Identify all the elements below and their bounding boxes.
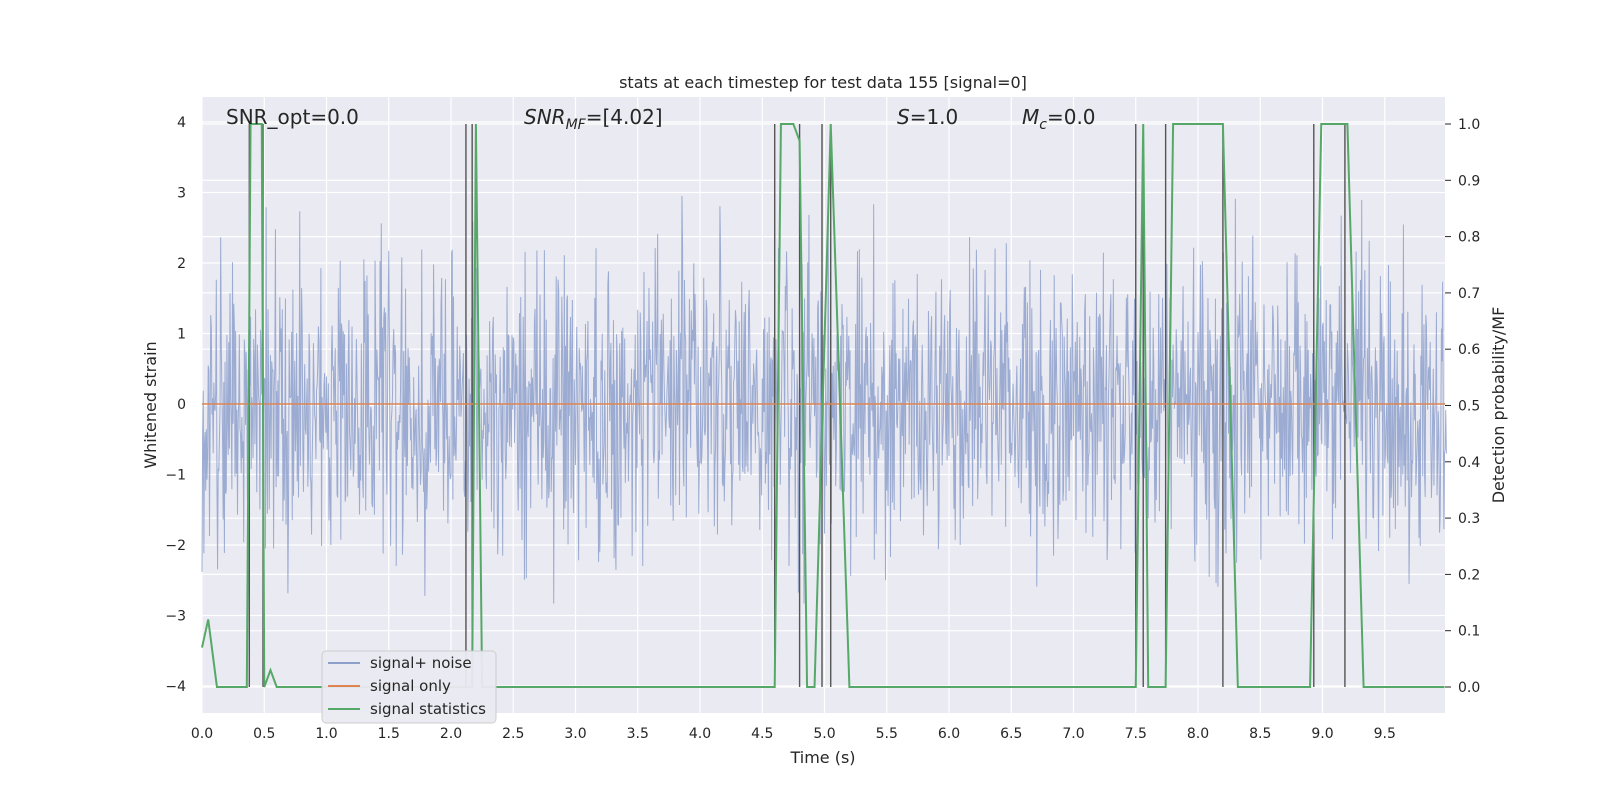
- x-tick-label: 2.5: [502, 726, 524, 742]
- x-tick-label: 7.0: [1062, 726, 1084, 742]
- y-right-tick-label: 0.8: [1458, 230, 1480, 246]
- legend-label-statistics: signal statistics: [370, 700, 486, 718]
- noise-layer: [201, 195, 1447, 604]
- y-left-tick-label: −3: [165, 609, 186, 625]
- y-right-tick-label: 0.5: [1458, 399, 1480, 415]
- x-tick-label: 8.0: [1187, 726, 1209, 742]
- y-right-tick-label: 0.4: [1458, 455, 1480, 471]
- annotation-snr-mf: SNRMF=[4.02]: [524, 105, 663, 133]
- legend: signal+ noise signal only signal statist…: [321, 650, 497, 724]
- x-tick-label: 6.0: [938, 726, 960, 742]
- x-tick-label: 1.0: [315, 726, 337, 742]
- y-left-tick-label: 3: [177, 186, 186, 202]
- y-left-tick-label: −4: [165, 679, 186, 695]
- x-tick-label: 0.5: [253, 726, 275, 742]
- y-left-tick-label: 1: [177, 327, 186, 343]
- y-left-tick-label: −1: [165, 468, 186, 484]
- x-tick-label: 7.5: [1125, 726, 1147, 742]
- annotation-mc: Mc=0.0: [1022, 105, 1096, 133]
- x-tick-label: 0.0: [191, 726, 213, 742]
- y-right-tick-label: 0.3: [1458, 511, 1480, 527]
- x-tick-label: 3.5: [627, 726, 649, 742]
- lines-layer: [201, 123, 1445, 688]
- x-tick-label: 4.5: [751, 726, 773, 742]
- chart-title: stats at each timestep for test data 155…: [619, 73, 1027, 92]
- y-right-tick-label: 0.1: [1458, 624, 1480, 640]
- annotation-snr-opt: SNR_opt=0.0: [226, 105, 359, 129]
- y-left-tick-label: 4: [177, 115, 186, 131]
- x-tick-label: 1.5: [378, 726, 400, 742]
- y-right-tick-label: 0.2: [1458, 567, 1480, 583]
- x-tick-label: 6.5: [1000, 726, 1022, 742]
- x-tick-label: 8.5: [1249, 726, 1271, 742]
- y-right-tick-label: 0.9: [1458, 173, 1480, 189]
- y-left-tick-label: −2: [165, 538, 186, 554]
- y-axis-label-right: Detection probability/MF: [1489, 307, 1508, 504]
- x-tick-label: 3.0: [564, 726, 586, 742]
- x-tick-label: 5.0: [813, 726, 835, 742]
- y-axis-label-left: Whitened strain: [141, 341, 160, 468]
- y-left-tick-label: 2: [177, 256, 186, 272]
- series-signal-noise-line: [201, 195, 1447, 604]
- legend-label-signal-only: signal only: [370, 677, 451, 695]
- x-tick-label: 9.5: [1374, 726, 1396, 742]
- x-tick-label: 9.0: [1311, 726, 1333, 742]
- y-right-tick-label: 1.0: [1458, 117, 1480, 133]
- x-tick-label: 5.5: [876, 726, 898, 742]
- legend-box: [321, 650, 497, 724]
- y-right-tick-label: 0.0: [1458, 680, 1480, 696]
- y-right-tick-label: 0.7: [1458, 286, 1480, 302]
- series-signal-statistics-line: [201, 123, 1445, 688]
- x-axis-label: Time (s): [789, 748, 855, 767]
- x-tick-label: 4.0: [689, 726, 711, 742]
- annotation-s: S=1.0: [897, 105, 958, 129]
- legend-label-noise: signal+ noise: [370, 654, 472, 672]
- y-right-tick-label: 0.6: [1458, 342, 1480, 358]
- ticks-layer: 0.0 0.5 1.0 1.5 2.0 2.5 3.0 3.5 4.0 4.5 5.0 5.5 6.0 6…: [165, 115, 1480, 742]
- y-left-tick-label: 0: [177, 397, 186, 413]
- x-tick-label: 2.0: [440, 726, 462, 742]
